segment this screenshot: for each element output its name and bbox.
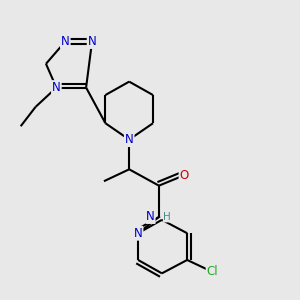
Text: N: N <box>146 210 155 224</box>
Text: H: H <box>164 212 171 222</box>
Text: Cl: Cl <box>207 266 218 278</box>
Text: N: N <box>61 35 70 48</box>
Text: N: N <box>134 227 142 240</box>
Text: N: N <box>52 81 61 94</box>
Text: O: O <box>180 169 189 182</box>
Text: N: N <box>125 133 134 146</box>
Text: N: N <box>88 35 96 48</box>
